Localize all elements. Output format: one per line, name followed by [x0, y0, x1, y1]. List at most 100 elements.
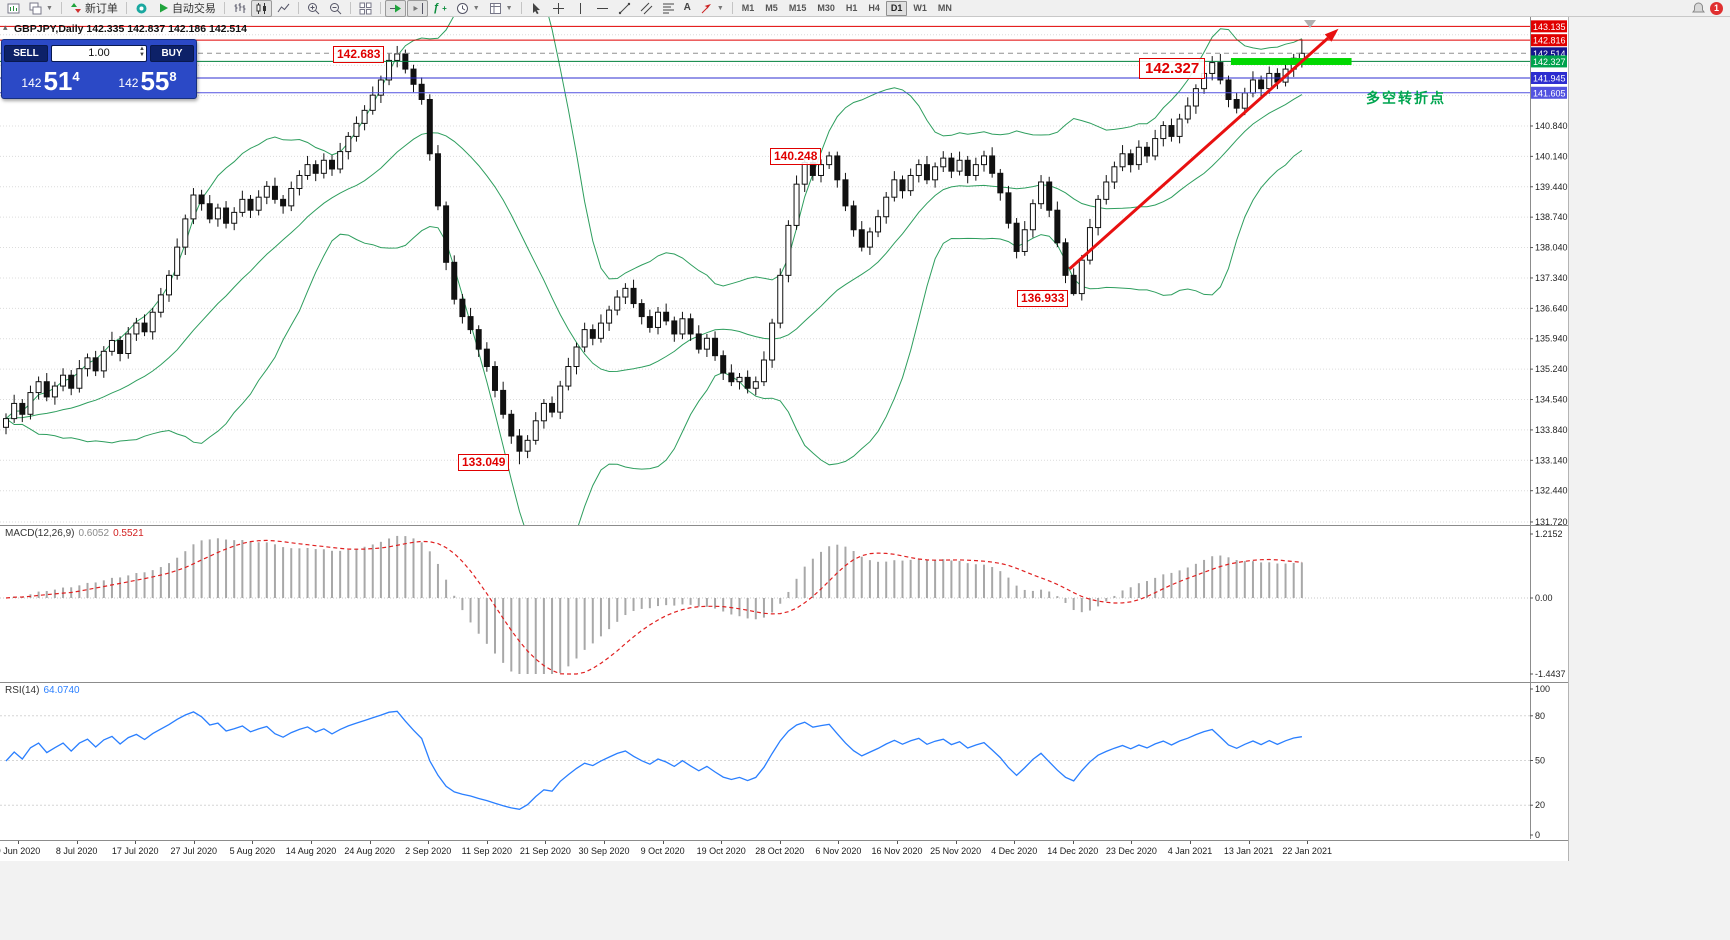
timeframe-m5-button[interactable]: M5 [765, 3, 778, 13]
vertical-line-tool-button[interactable] [570, 0, 591, 17]
date-label: 9 Jun 2020 [0, 846, 41, 856]
chart-profiles-button[interactable]: ▼ [25, 0, 57, 17]
fibonacci-tool-button[interactable] [658, 0, 679, 17]
date-tick [18, 841, 19, 844]
date-label: 14 Aug 2020 [285, 846, 337, 856]
annotation-dec-low[interactable]: 136.933 [1017, 290, 1069, 307]
arrows-tool-button[interactable]: ▼ [696, 0, 728, 17]
vertical-line-icon [579, 2, 581, 14]
timeframe-h4-button[interactable]: H4 [868, 3, 880, 13]
bell-icon[interactable] [1692, 1, 1705, 15]
date-label: 17 Jul 2020 [111, 846, 159, 856]
date-tick [1190, 841, 1191, 844]
panel-separator[interactable] [0, 525, 1568, 526]
volume-spinner: ▲ ▼ [139, 46, 145, 58]
main-price-chart[interactable]: 140.840 140.140 139.440 138.740 138.040 137.3… [0, 17, 1568, 525]
date-label: 30 Sep 2020 [578, 846, 630, 856]
annotation-sep-low[interactable]: 133.049 [458, 454, 510, 471]
date-tick [545, 841, 547, 844]
date-tick [721, 841, 723, 844]
timeframe-mn-button[interactable]: MN [937, 3, 952, 13]
date-tick [1014, 841, 1016, 844]
crosshair-tool-button[interactable] [548, 0, 569, 17]
date-label: 28 Oct 2020 [755, 846, 805, 856]
date-label: 14 Dec 2020 [1047, 846, 1099, 856]
community-button[interactable] [131, 0, 152, 17]
chart-bars-button[interactable] [229, 0, 250, 17]
date-label: 4 Dec 2020 [991, 846, 1038, 856]
chevron-down-icon: ▼ [505, 4, 513, 12]
volume-down-icon[interactable]: ▼ [139, 51, 145, 58]
trendline-icon [618, 2, 630, 14]
notification-badge[interactable]: 1 [1710, 1, 1723, 15]
date-tick [311, 841, 312, 844]
new-chart-button[interactable] [3, 0, 24, 17]
timeframe-m15-button[interactable]: M15 [788, 3, 807, 13]
chart-line-button[interactable] [273, 0, 294, 17]
volume-field[interactable]: 1.00 ▲ ▼ [51, 44, 147, 62]
line-chart-icon [277, 3, 290, 12]
annotation-turning-point-note[interactable]: 多空转折点 [1366, 90, 1446, 106]
timeframe-h1-button[interactable]: H1 [845, 3, 858, 13]
annotation-nov-high[interactable]: 140.248 [770, 148, 822, 165]
timeframe-d1-button[interactable]: D1 [885, 0, 908, 16]
date-label: 6 Nov 2020 [815, 846, 862, 856]
svg-text:133.840: 133.840 [1535, 425, 1568, 435]
chart-shift-button[interactable] [406, 0, 428, 17]
svg-text:135.940: 135.940 [1535, 334, 1568, 344]
zoom-out-icon [329, 2, 342, 14]
timeframe-m30-button[interactable]: M30 [817, 3, 835, 13]
date-tick [486, 841, 488, 844]
rsi-indicator-panel[interactable]: 100 80 50 20 0 [0, 683, 1568, 839]
sell-price-button[interactable]: 142 51 4 [2, 64, 99, 100]
tile-windows-button[interactable] [355, 0, 376, 17]
candlestick-icon [256, 2, 266, 14]
zoom-in-button[interactable] [303, 0, 324, 17]
autotrading-button[interactable]: 自动交易 [153, 0, 220, 17]
date-label: 25 Nov 2020 [930, 846, 982, 856]
date-tick [428, 841, 430, 844]
annotation-breakout-level[interactable]: 142.327 [1139, 58, 1206, 79]
sell-price-point: 4 [72, 69, 80, 84]
zoom-out-button[interactable] [325, 0, 346, 17]
svg-text:140.840: 140.840 [1535, 121, 1568, 131]
chart-info-line: GBPJPY,Daily 142.335 142.837 142.186 142… [14, 23, 247, 35]
buy-button[interactable]: BUY [150, 44, 194, 62]
trendline-tool-button[interactable] [614, 0, 635, 17]
text-tool-button[interactable]: A [680, 0, 695, 17]
toolbar-right-cluster: 1 [1692, 1, 1727, 15]
indicators-button[interactable]: ƒ + [429, 0, 451, 17]
svg-text:134.540: 134.540 [1535, 395, 1568, 405]
macd-signal-value: 0.5521 [113, 528, 144, 539]
macd-indicator-panel[interactable]: 1.2152 0.00 -1.4437 [0, 526, 1568, 682]
buy-price-button[interactable]: 142 55 8 [99, 64, 196, 100]
sell-button[interactable]: SELL [4, 44, 48, 62]
chart-candles-button[interactable] [250, 0, 272, 17]
main-toolbar: ▼ 新订单 自动交易 [0, 0, 1730, 17]
date-label: 4 Jan 2021 [1167, 846, 1213, 856]
timeframe-m1-button[interactable]: M1 [741, 3, 755, 13]
one-click-trading-panel: SELL 1.00 ▲ ▼ BUY 142 51 4 142 55 8 [1, 39, 197, 99]
toolbar-separator [731, 2, 733, 14]
toolbar-separator [520, 2, 522, 14]
date-label: 19 Oct 2020 [696, 846, 746, 856]
new-order-button[interactable]: 新订单 [66, 0, 122, 17]
horizontal-line-icon [596, 7, 608, 9]
channel-tool-button[interactable] [636, 0, 657, 17]
cursor-tool-button[interactable] [526, 0, 547, 17]
horizontal-line-tool-button[interactable] [592, 0, 613, 17]
periods-button[interactable]: ▼ [452, 0, 484, 17]
timeframe-w1-button[interactable]: W1 [913, 3, 927, 13]
one-click-collapse-icon[interactable]: ▴ [3, 22, 8, 32]
annotation-peak-high[interactable]: 142.683 [333, 46, 385, 63]
templates-button[interactable]: ▼ [485, 0, 517, 17]
auto-scroll-button[interactable] [384, 0, 406, 17]
chevron-down-icon: ▼ [716, 4, 724, 12]
macd-name: MACD(12,26,9) [5, 528, 75, 539]
sell-price-big-figure: 142 [21, 76, 42, 90]
macd-label: MACD(12,26,9) 0.6052 0.5521 [5, 528, 144, 539]
tile-windows-icon [359, 2, 372, 14]
panel-separator[interactable] [0, 682, 1568, 683]
volume-up-icon[interactable]: ▲ [139, 45, 145, 52]
svg-text:135.240: 135.240 [1535, 364, 1568, 374]
